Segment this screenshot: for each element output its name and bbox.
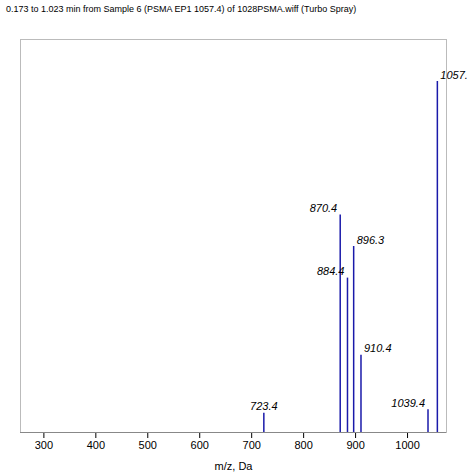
svg-text:1000: 1000 [395, 439, 419, 451]
svg-text:800: 800 [294, 439, 312, 451]
svg-text:600: 600 [191, 439, 209, 451]
svg-text:870.4: 870.4 [310, 202, 338, 214]
svg-text:1039.4: 1039.4 [391, 397, 425, 409]
svg-text:400: 400 [87, 439, 105, 451]
svg-text:723.4: 723.4 [250, 400, 278, 412]
svg-text:896.3: 896.3 [357, 234, 385, 246]
svg-text:910.4: 910.4 [364, 342, 392, 354]
html-text:0.173 to 1.023 min from Sample: 0.173 to 1.023 min from Sample 6 (PSMA E… [6, 4, 357, 14]
svg-text:1057.: 1057. [440, 69, 468, 81]
svg-text:884.4: 884.4 [317, 265, 345, 277]
svg-text:500: 500 [139, 439, 157, 451]
svg-text:m/z, Da: m/z, Da [215, 460, 254, 472]
svg-text:300: 300 [35, 439, 53, 451]
svg-text:700: 700 [243, 439, 261, 451]
svg-text:900: 900 [346, 439, 364, 451]
